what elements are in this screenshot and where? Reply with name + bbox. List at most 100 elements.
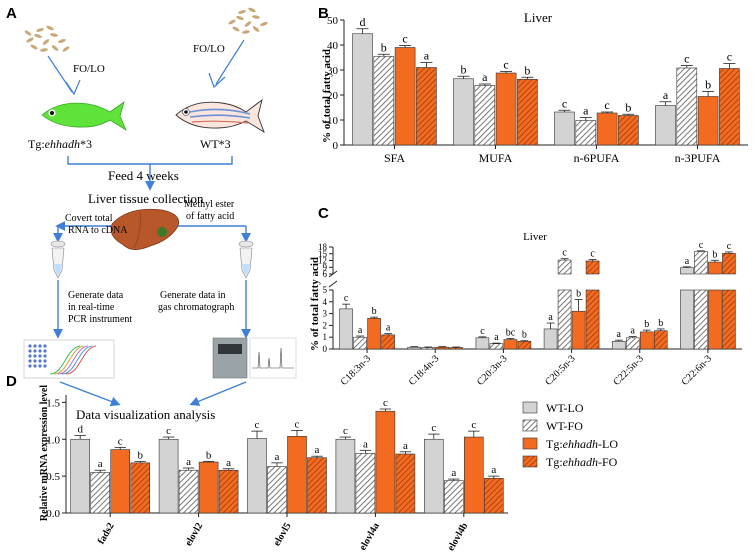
panel-b-y-tick-label: 10 (327, 115, 339, 127)
panel-c-c226n-3-tg-fo-letter: c (727, 241, 732, 252)
panel-c-c226n-3-tg-fo-bar-lower (722, 289, 736, 350)
panel-b-sfa-tg-lo-bar (394, 47, 416, 146)
panel-d-elovl2-tg-lo-bar (198, 461, 219, 514)
panel-c-y-tick-label: 1 (323, 332, 328, 342)
panel-d-elovl4b-tg-fo-letter: a (491, 464, 496, 476)
panel-d-elovl5-wt-fo-bar (267, 466, 287, 514)
panel-b-mufa-wt-fo-letter: a (482, 70, 488, 84)
panel-b-y-tick-label: 0 (333, 140, 339, 152)
feed-pellets-right-icon (228, 7, 268, 34)
panel-b-sfa-wt-fo-letter: b (381, 40, 387, 54)
panel-b-mufa-tg-lo-letter: c (503, 58, 508, 72)
panel-d-elovl2-wt-lo-letter: c (166, 425, 171, 437)
feed-bracket (67, 156, 233, 165)
panel-d-ylabel: Relative mRNA expression level (39, 385, 50, 521)
panel-d: D Relative mRNA expression level 0.0 0.5 1… (6, 373, 508, 553)
panel-b-mufa-wt-lo-letter: b (461, 62, 467, 76)
panel-c-c225n-3-tg-fo-letter: b (658, 318, 663, 329)
gc-instrument-thumbnail (212, 337, 297, 379)
panel-c-c226n-3-wt-fo-bar-lower (694, 289, 708, 350)
panel-c-c225n-3-tg-fo-bar (653, 330, 668, 350)
panel-d-fads2-tg-lo-bar (110, 449, 130, 514)
panel-b-category-label: SFA (384, 151, 405, 165)
panel-b-sfa-wt-lo-bar (352, 33, 373, 146)
panel-d-elovl4a-wt-fo-letter: a (363, 438, 368, 450)
panel-c-c203n-3-wt-lo-bar (475, 337, 490, 350)
panel-c-c226n-3-tg-fo-bar (722, 253, 736, 275)
panel-d-elovl4a-wt-lo-letter: c (343, 425, 348, 437)
panel-c-y-tick-label: 12 (318, 256, 327, 266)
panel-b-category-label: MUFA (479, 151, 513, 165)
panel-d-elovl4b-wt-fo-bar (443, 480, 464, 514)
pcr-step-line3: PCR instrument (68, 314, 132, 325)
pcr-step-line1: Generate data (68, 290, 124, 301)
ester-step-line2: of fatty acid (186, 211, 234, 222)
panel-d-fads2-tg-fo-letter: b (137, 449, 143, 461)
panel-d-elovl4a-tg-fo-letter: a (403, 440, 408, 452)
pcr-tube-icon (50, 240, 66, 279)
panel-b-n-3pufa-wt-fo-letter: c (684, 52, 689, 66)
panel-d-elovl4a-wt-lo-bar (335, 438, 356, 514)
panel-d-elovl5-tg-lo-bar (287, 435, 307, 514)
panel-c-c205n-3-wt-lo-bar (543, 328, 558, 350)
panel-c-c184n-3-wt-lo-bar (407, 346, 422, 350)
panel-d-elovl5-tg-fo-letter: a (315, 444, 320, 456)
feed-duration-label: Feed 4 weeks (108, 168, 179, 183)
panel-c-c226n-3-wt-fo-letter: c (699, 240, 704, 251)
panel-c-c205n-3-wt-lo-letter: a (548, 312, 553, 323)
panel-c-y-tick-label: 15 (318, 249, 328, 259)
rna-step-line2: RNA to cDNA (68, 225, 128, 236)
panel-d-elovl4a-wt-fo-bar (355, 452, 376, 514)
panel-b-sfa-tg-fo-bar (416, 67, 437, 146)
panel-c-c183n-3-tg-fo-bar (381, 334, 395, 350)
panel-c-c203n-3-wt-lo-letter: c (480, 326, 485, 337)
panel-c: C Liver % of total fatty acid 0123456912… (309, 205, 742, 388)
legend-label-tg-fo: Tg:ehhadh-FO (546, 455, 618, 469)
panel-c-y-tick-label: 3 (323, 309, 328, 319)
panel-b-n-6pufa-wt-fo-bar (575, 120, 597, 146)
panel-c-c226n-3-wt-fo-bar (694, 251, 708, 275)
panel-c-category-label: C20:5n-3 (543, 353, 577, 387)
panel-d-elovl4a-tg-lo-bar (375, 410, 396, 514)
panel-c-c203n-3-tg-lo-bar (503, 339, 518, 350)
feed-arrow-right-icon (215, 39, 245, 85)
panel-d-fads2-wt-fo-bar (90, 472, 110, 514)
panel-d-y-tick-label: 0.5 (46, 471, 60, 483)
green-fish-icon (41, 101, 127, 132)
panel-c-c205n-3-tg-fo-bar (585, 260, 600, 275)
panel-c-c225n-3-tg-lo-bar (639, 331, 654, 350)
panel-c-c226n-3-tg-lo-bar-lower (708, 289, 722, 350)
feed-label-right: FO/LO (193, 43, 225, 55)
panel-c-y-tick-label: 5 (323, 285, 328, 295)
panel-b-sfa-wt-lo-letter: d (360, 15, 366, 29)
panel-b: B Liver % of total fatty acid 0 10 20 30 40 5… (318, 5, 748, 165)
panel-d-elovl2-wt-fo-bar (178, 469, 199, 514)
panel-b-sfa-tg-fo-letter: a (424, 49, 430, 63)
panel-b-n-6pufa-tg-fo-letter: b (625, 100, 631, 114)
liver-collection-label: Liver tissue collection (88, 191, 204, 206)
panel-b-y-tick-label: 20 (327, 90, 339, 102)
panel-c-axis-break-mark (328, 280, 338, 288)
panel-d-elovl2-tg-lo-letter: b (206, 449, 212, 461)
panel-c-c225n-3-wt-lo-letter: a (617, 329, 622, 340)
panel-c-c205n-3-tg-lo-bar (571, 310, 586, 350)
panel-d-category-label: elovl2 (183, 521, 205, 548)
panel-b-y-tick-label: 50 (327, 15, 339, 27)
panel-d-elovl2-wt-fo-letter: a (186, 456, 191, 468)
panel-b-n-3pufa-tg-fo-letter: c (727, 50, 732, 64)
panel-c-c184n-3-tg-fo-bar (449, 347, 464, 350)
panel-d-elovl4a-tg-fo-bar (395, 453, 416, 514)
panel-c-category-label: C20:3n-3 (475, 353, 509, 387)
panel-c-y-tick-label: 4 (323, 297, 328, 307)
gc-step-line2: gas chromatograph (158, 302, 234, 313)
panel-c-category-label: C22:6n-3 (680, 353, 714, 387)
panel-b-category-label: n-3PUFA (675, 151, 721, 165)
panel-b-mufa-wt-lo-bar (453, 78, 474, 146)
panel-c-category-label: C18:4n-3 (407, 353, 441, 387)
panel-d-fads2-tg-lo-letter: c (118, 435, 123, 447)
panel-b-ylabel: % of total fatty acid (321, 49, 333, 143)
gc-step-line1: Generate data in (160, 290, 226, 301)
panel-d-fads2-wt-fo-letter: a (98, 458, 103, 470)
panel-c-c203n-3-wt-fo-bar (489, 343, 504, 350)
